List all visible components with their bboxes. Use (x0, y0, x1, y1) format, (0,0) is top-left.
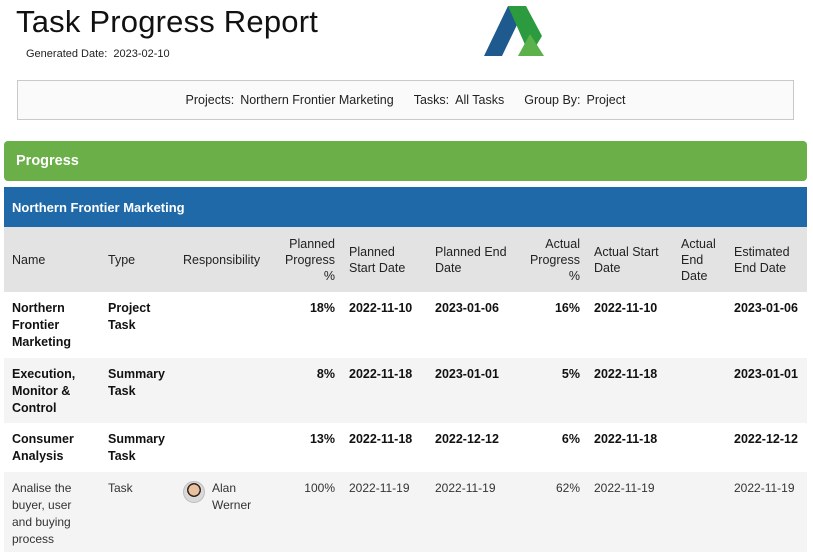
cell-planned-end: 2023-01-06 (435, 301, 499, 315)
cell-type: Task (108, 481, 133, 495)
project-group-header: Northern Frontier Marketing (4, 187, 807, 227)
generated-date-value: 2023-02-10 (113, 48, 170, 60)
generated-date: Generated Date: 2023-02-10 (26, 48, 170, 60)
acme-logo (484, 6, 544, 56)
cell-actual-end (673, 472, 726, 552)
col-header-actual-start[interactable]: Actual Start Date (594, 244, 659, 275)
cell-actual-start: 2022-11-19 (594, 481, 655, 495)
user-name: Alan Werner (212, 481, 252, 512)
cell-responsibility (175, 358, 275, 423)
progress-section-header: Progress (4, 141, 807, 181)
table-row[interactable]: Execution, Monitor & Control Summary Tas… (4, 358, 807, 423)
cell-planned-start: 2022-11-18 (349, 367, 413, 381)
cell-name: Consumer Analysis (12, 432, 74, 463)
cell-planned-end: 2022-11-19 (435, 481, 496, 495)
cell-actual-progress: 62% (555, 481, 580, 495)
cell-name: Northern Frontier Marketing (12, 301, 72, 349)
cell-actual-progress: 6% (561, 432, 580, 446)
report-title: Task Progress Report (16, 4, 319, 39)
col-header-actual-progress[interactable]: Actual Progress % (529, 236, 580, 283)
cell-actual-end (673, 292, 726, 358)
cell-responsibility (175, 423, 275, 472)
cell-planned-end: 2022-12-12 (435, 432, 499, 446)
col-header-responsibility[interactable]: Responsibility (183, 252, 261, 267)
cell-planned-start: 2022-11-19 (349, 481, 410, 495)
filter-bar: Projects: Northern Frontier Marketing Tas… (17, 80, 794, 120)
tasks-label: Tasks: (413, 93, 450, 107)
col-header-name[interactable]: Name (12, 252, 46, 267)
col-header-actual-end[interactable]: Actual End Date (681, 236, 716, 283)
col-header-type[interactable]: Type (108, 252, 136, 267)
cell-planned-start: 2022-11-10 (349, 301, 413, 315)
table-row[interactable]: Consumer Analysis Summary Task 13% 2022-… (4, 423, 807, 472)
table-row[interactable]: Analise the buyer, user and buying proce… (4, 472, 807, 552)
cell-type: Project Task (108, 301, 151, 332)
cell-responsibility (175, 292, 275, 358)
cell-actual-start: 2022-11-10 (594, 301, 658, 315)
filter-group-by: Group By: Project (524, 93, 625, 107)
cell-name: Analise the buyer, user and buying proce… (12, 481, 72, 546)
cell-planned-progress: 100% (304, 481, 335, 495)
cell-type: Summary Task (108, 432, 165, 463)
projects-value: Northern Frontier Marketing (240, 93, 394, 107)
col-header-planned-progress[interactable]: Planned Progress % (284, 236, 335, 283)
generated-date-label: Generated Date: (26, 48, 108, 60)
filter-tasks: Tasks: All Tasks (414, 93, 505, 107)
cell-estimated-end: 2023-01-01 (734, 367, 798, 381)
tasks-value: All Tasks (455, 93, 505, 107)
cell-planned-progress: 18% (309, 301, 335, 315)
table-header-row: Name Type Responsibility Planned Progres… (4, 227, 807, 292)
cell-actual-start: 2022-11-18 (594, 432, 658, 446)
cell-actual-end (673, 423, 726, 472)
col-header-planned-end[interactable]: Planned End Date (435, 244, 507, 275)
cell-estimated-end: 2022-11-19 (734, 481, 795, 495)
cell-estimated-end: 2023-01-06 (734, 301, 798, 315)
table-row[interactable]: Northern Frontier Marketing Project Task… (4, 292, 807, 358)
cell-planned-start: 2022-11-18 (349, 432, 413, 446)
group-by-value: Project (586, 93, 626, 107)
cell-actual-progress: 16% (554, 301, 580, 315)
cell-name: Execution, Monitor & Control (12, 367, 76, 415)
cell-actual-progress: 5% (561, 367, 580, 381)
cell-actual-start: 2022-11-18 (594, 367, 658, 381)
responsibility-user: Alan Werner (183, 480, 269, 514)
user-avatar (183, 481, 205, 503)
cell-actual-end (673, 358, 726, 423)
col-header-estimated-end[interactable]: Estimated End Date (734, 244, 790, 275)
cell-responsibility: Alan Werner (175, 472, 275, 552)
projects-label: Projects: (185, 93, 235, 107)
group-by-label: Group By: (524, 93, 581, 107)
cell-planned-end: 2023-01-01 (435, 367, 499, 381)
cell-planned-progress: 13% (309, 432, 335, 446)
cell-planned-progress: 8% (316, 367, 335, 381)
filter-projects: Projects: Northern Frontier Marketing (186, 93, 394, 107)
col-header-planned-start[interactable]: Planned Start Date (349, 244, 406, 275)
task-table: Name Type Responsibility Planned Progres… (4, 227, 807, 552)
cell-type: Summary Task (108, 367, 165, 398)
cell-estimated-end: 2022-12-12 (734, 432, 798, 446)
